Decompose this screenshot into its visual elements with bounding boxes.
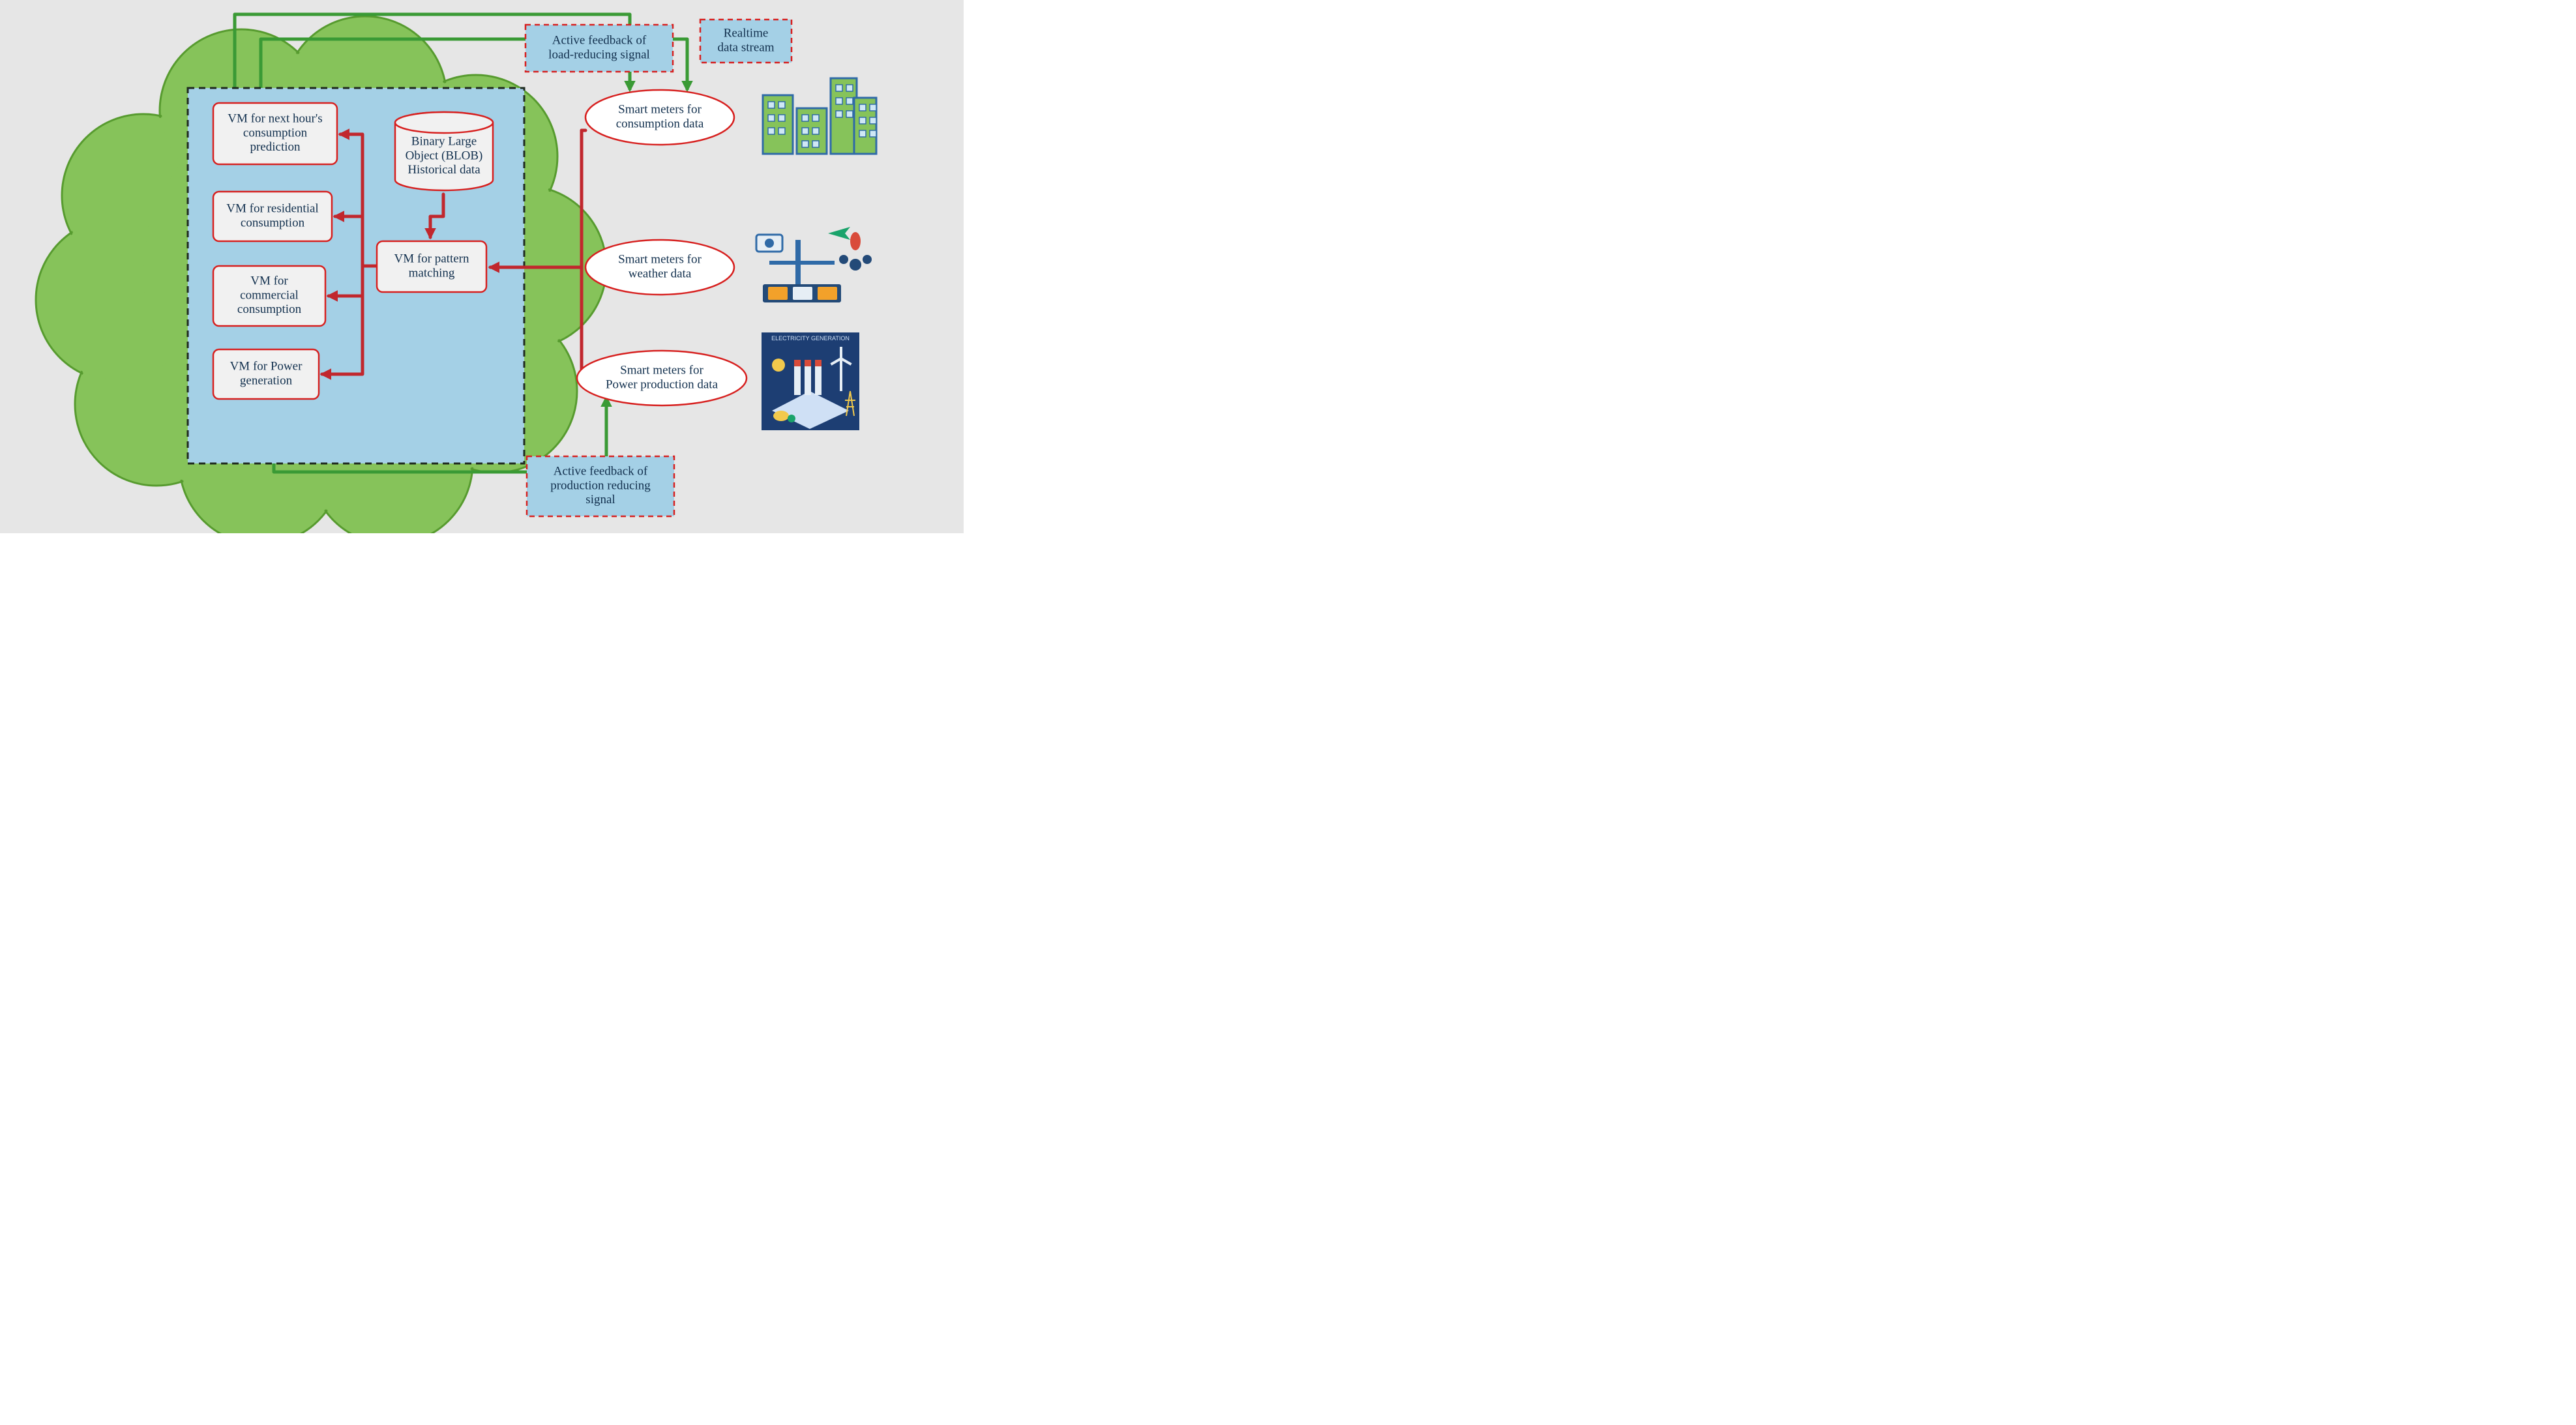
ellipse-sm_consumption-line-1: consumption data: [616, 117, 704, 130]
node-vm_commercial-line-1: commercial: [240, 288, 299, 302]
info-feedback_prod-line-1: production reducing: [550, 478, 651, 492]
node-vm_next-line-0: VM for next hour's: [228, 112, 322, 126]
ellipse-sm_consumption: Smart meters forconsumption data: [585, 90, 734, 145]
svg-text:ELECTRICITY GENERATION: ELECTRICITY GENERATION: [771, 335, 850, 342]
info-feedback_load-line-0: Active feedback of: [552, 33, 647, 47]
node-blob_db: Binary LargeObject (BLOB)Historical data: [395, 112, 493, 190]
ellipse-sm_weather-line-1: weather data: [629, 267, 692, 280]
power-plant-icon: ELECTRICITY GENERATION: [762, 332, 859, 430]
node-vm_pattern: VM for patternmatching: [377, 241, 486, 292]
info-feedback_prod-line-2: signal: [585, 493, 615, 507]
node-vm_pattern-line-1: matching: [409, 266, 455, 280]
node-vm_commercial-line-2: consumption: [237, 302, 302, 316]
db-line-0: Binary Large: [411, 135, 477, 149]
node-vm_power-line-0: VM for Power: [230, 359, 303, 373]
info-feedback_prod-line-0: Active feedback of: [554, 465, 648, 478]
node-vm_power-line-1: generation: [240, 374, 293, 387]
node-vm_pattern-line-0: VM for pattern: [394, 252, 469, 265]
ellipse-sm_power-line-0: Smart meters for: [620, 363, 703, 377]
info-feedback_prod: Active feedback ofproduction reducingsig…: [527, 456, 674, 516]
node-vm_next-line-2: prediction: [250, 140, 301, 154]
info-feedback_load-line-1: load-reducing signal: [548, 48, 650, 61]
node-vm_residential: VM for residentialconsumption: [213, 192, 332, 241]
db-line-2: Historical data: [407, 163, 481, 177]
node-vm_commercial-line-0: VM for: [250, 274, 288, 288]
node-vm_next: VM for next hour'sconsumptionprediction: [213, 103, 337, 164]
ellipse-sm_power: Smart meters forPower production data: [577, 351, 747, 405]
diagram-svg: VM for next hour'sconsumptionpredictionV…: [0, 0, 964, 533]
info-realtime-line-0: Realtime: [724, 26, 769, 40]
node-vm_residential-line-1: consumption: [241, 216, 305, 229]
ellipse-sm_weather-line-0: Smart meters for: [618, 252, 702, 266]
ellipse-sm_power-line-1: Power production data: [606, 377, 718, 391]
info-feedback_load: Active feedback ofload-reducing signal: [526, 25, 673, 72]
node-vm_power: VM for Powergeneration: [213, 349, 319, 399]
info-realtime-line-1: data stream: [717, 40, 774, 54]
ellipse-sm_consumption-line-0: Smart meters for: [618, 102, 702, 116]
ellipse-sm_weather: Smart meters forweather data: [585, 240, 734, 295]
info-realtime: Realtimedata stream: [700, 20, 792, 63]
node-vm_residential-line-0: VM for residential: [226, 201, 318, 215]
node-vm_commercial: VM forcommercialconsumption: [213, 266, 325, 326]
node-vm_next-line-1: consumption: [243, 126, 308, 140]
db-line-1: Object (BLOB): [406, 149, 483, 162]
